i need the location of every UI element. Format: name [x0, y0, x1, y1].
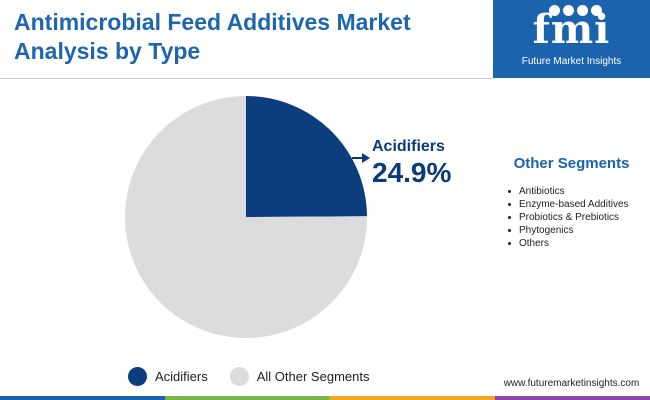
brand-panel: fmi Future Market Insights [493, 0, 650, 78]
footer-stripe-3 [330, 396, 495, 400]
legend-item-acidifiers: Acidifiers [128, 366, 208, 386]
legend-swatch-acidifiers [128, 366, 147, 386]
footer-stripe [0, 396, 650, 400]
callout-arrow-icon [362, 153, 370, 163]
chart-title: Antimicrobial Feed Additives Market Anal… [14, 9, 411, 64]
callout-label: Acidifiers [372, 138, 445, 155]
legend-item-other: All Other Segments [229, 366, 370, 386]
segment-item: Enzyme-based Additives [506, 198, 629, 211]
brand-logo: fmi [532, 6, 611, 53]
segment-item: Others [506, 237, 629, 250]
brand-icon-4 [591, 5, 602, 16]
footer-stripe-4 [495, 396, 650, 400]
segment-item: Phytogenics [506, 224, 629, 237]
brand-icons [549, 5, 605, 16]
footer-stripe-1 [0, 396, 165, 400]
pie-chart [125, 96, 370, 338]
brand-icon-3 [577, 5, 588, 16]
pie-slice-all-other-segments [125, 96, 368, 338]
sidebar: fmi Future Market Insights Other Segment… [493, 0, 650, 400]
segment-item: Antibiotics [506, 185, 629, 198]
footer-stripe-2 [165, 396, 330, 400]
legend-label-acidifiers: Acidifiers [155, 368, 208, 384]
legend-swatch-other [229, 366, 249, 386]
header-divider [0, 78, 493, 79]
segments-title: Other Segments [513, 155, 630, 172]
segment-item: Probiotics & Prebiotics [506, 211, 629, 224]
brand-icon-2 [563, 5, 574, 16]
brand-name: Future Market Insights [521, 56, 622, 67]
pie-slice-acidifiers [246, 96, 367, 217]
segments-list: Antibiotics Enzyme-based Additives Probi… [506, 185, 629, 250]
legend: Acidifiers All Other Segments [128, 365, 391, 387]
brand-icon-1 [549, 5, 560, 16]
website-link[interactable]: www.futuremarketinsights.com [503, 378, 640, 389]
legend-label-other: All Other Segments [256, 368, 370, 384]
callout-value: 24.9% [372, 157, 452, 188]
